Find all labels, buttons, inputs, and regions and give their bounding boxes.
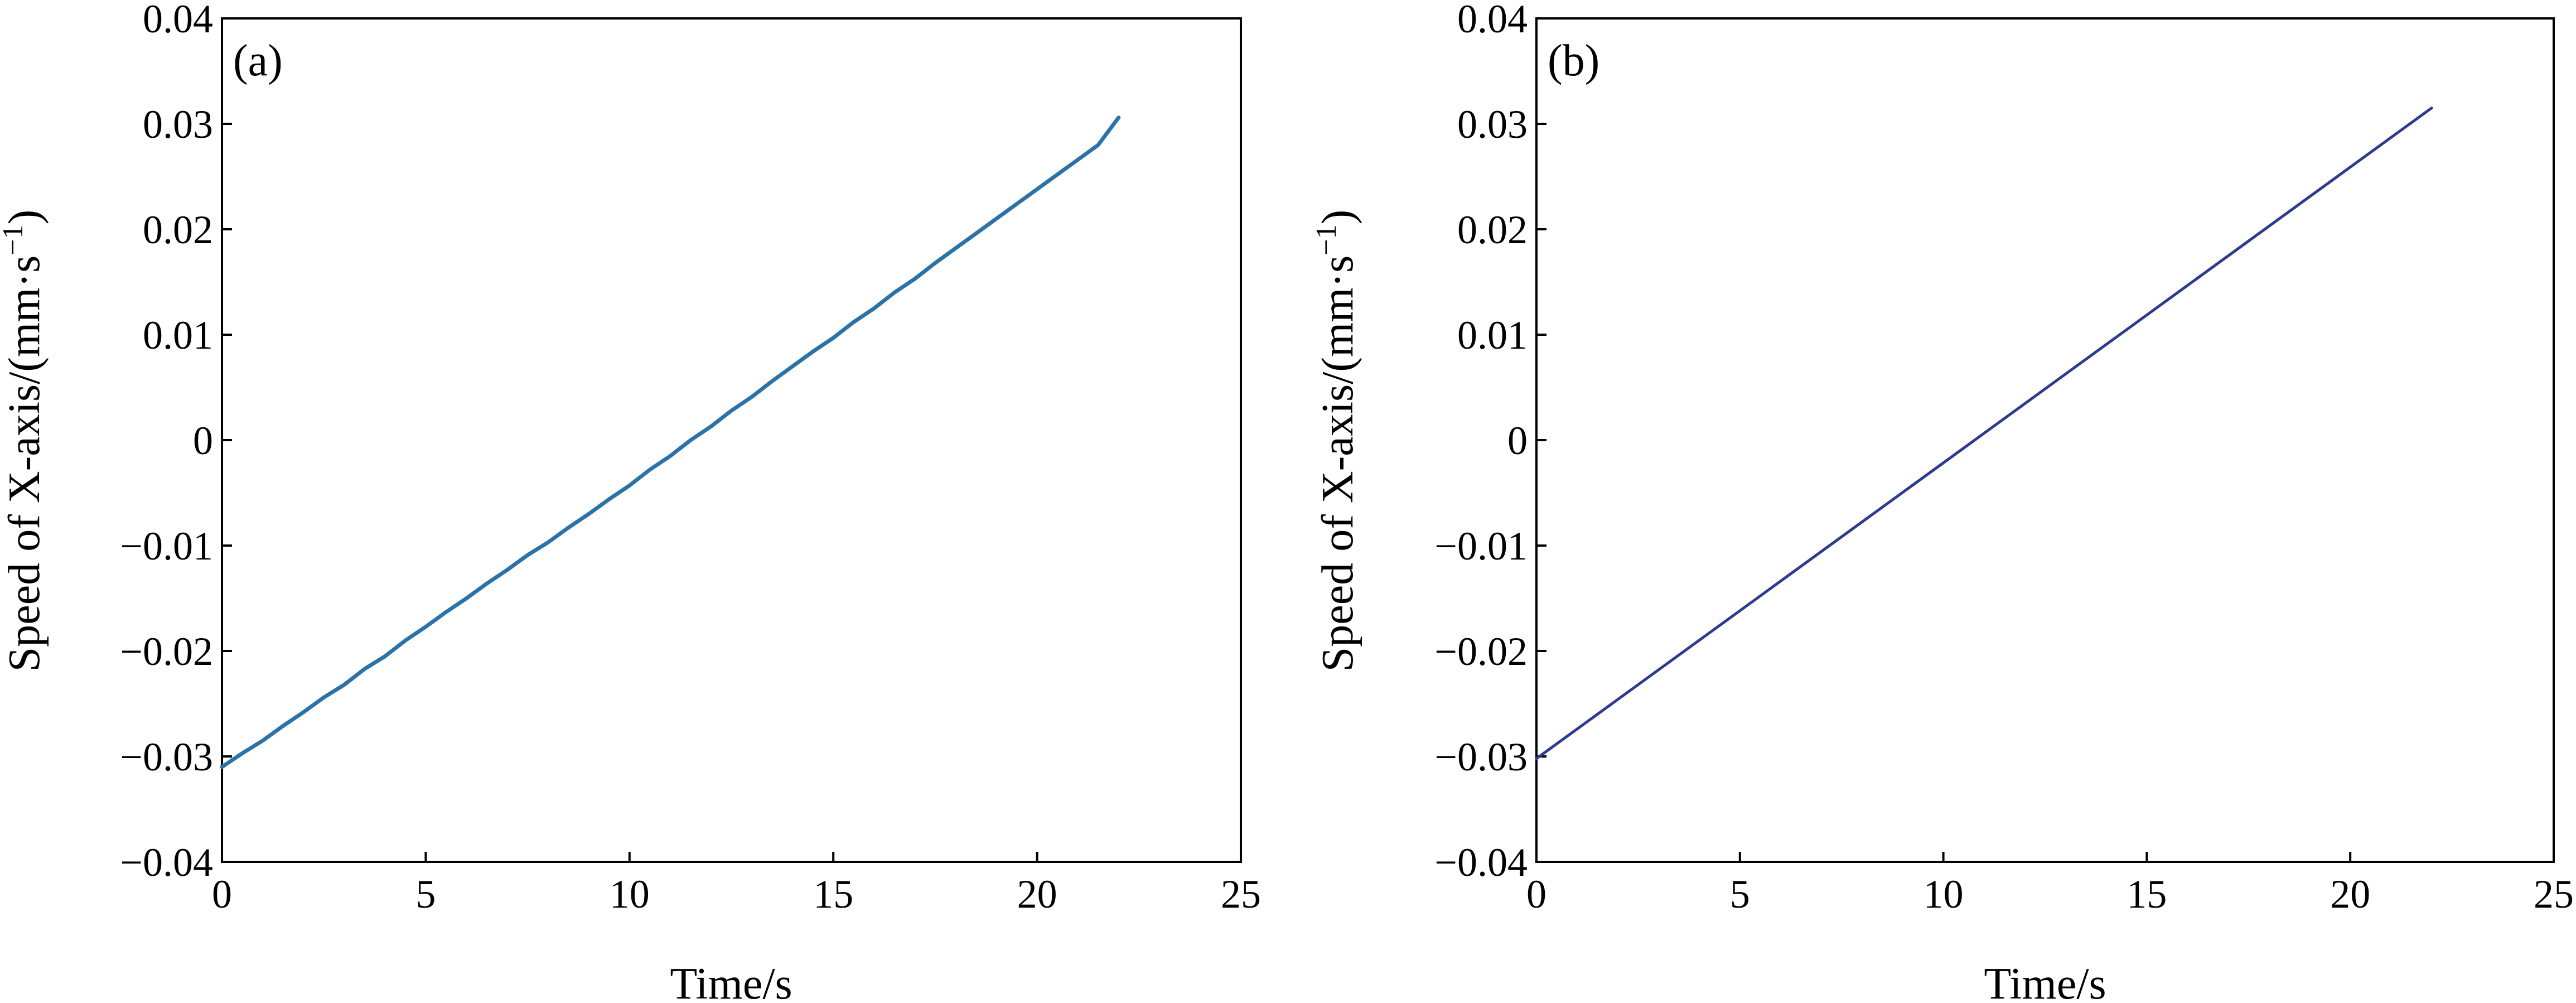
- series-line-a-0: [220, 115, 1121, 769]
- y-tick-label-a-8: 0.04: [143, 0, 213, 41]
- y-axis-title-a: Speed of X-axis/(mm·s−1): [0, 210, 49, 672]
- y-axis-title-b-sup: −1: [1311, 224, 1342, 255]
- x-axis-title-b: Time/s: [1984, 959, 2106, 1003]
- plot-frame-b: [1535, 17, 2555, 863]
- x-tick-label-b-4: 20: [2330, 872, 2370, 917]
- y-tick-label-a-4: 0: [193, 418, 213, 463]
- series-group-a: [220, 115, 1121, 769]
- x-tick-label-a-5: 25: [1221, 872, 1261, 917]
- y-tick-label-a-3: −0.01: [120, 524, 213, 568]
- x-tick-label-b-0: 0: [1526, 872, 1546, 917]
- y-tick-label-b-5: 0.01: [1457, 313, 1528, 358]
- x-tick-label-b-1: 5: [1730, 872, 1750, 917]
- chart-panel-a: 0 5 10 15 20 25 −0.04 −0.03 −0.02 −0.01 0 0.01 0.02…: [0, 0, 1261, 1003]
- y-tick-label-a-5: 0.01: [143, 313, 213, 358]
- x-axis-b: 0 5 10 15 20 25: [1526, 852, 2574, 917]
- y-tick-label-a-1: −0.03: [120, 735, 213, 779]
- y-axis-title-b-close: ): [1313, 210, 1362, 225]
- x-tick-label-b-2: 10: [1923, 872, 1964, 917]
- x-axis-title-a: Time/s: [670, 959, 792, 1003]
- panel-label-a: (a): [233, 36, 283, 85]
- y-axis-title-b-main: Speed of X-axis/(mm·s: [1313, 255, 1362, 672]
- series-group-b: [1535, 107, 2433, 760]
- chart-panel-b: 0 5 10 15 20 25 −0.04 −0.03 −0.02 −0.01 0 0.01 0.02…: [1311, 0, 2574, 1003]
- y-tick-label-a-7: 0.03: [143, 102, 213, 147]
- y-axis-title-b: Speed of X-axis/(mm·s−1): [1311, 210, 1362, 672]
- y-tick-label-a-0: −0.04: [120, 840, 213, 885]
- y-tick-label-b-2: −0.02: [1434, 629, 1528, 674]
- y-axis-b: −0.04 −0.03 −0.02 −0.01 0 0.01 0.02 0.03 0.04: [1434, 0, 1546, 885]
- y-axis-title-a-main: Speed of X-axis/(mm·s: [0, 255, 49, 672]
- y-tick-label-a-2: −0.02: [120, 629, 213, 674]
- y-tick-label-a-6: 0.02: [143, 208, 213, 252]
- x-tick-label-a-1: 5: [415, 872, 436, 917]
- y-tick-label-b-4: 0: [1507, 418, 1528, 463]
- x-tick-label-a-4: 20: [1017, 872, 1057, 917]
- x-tick-label-a-2: 10: [610, 872, 650, 917]
- x-tick-label-a-0: 0: [212, 872, 232, 917]
- x-tick-label-a-3: 15: [813, 872, 853, 917]
- y-axis-a: −0.04 −0.03 −0.02 −0.01 0 0.01 0.02 0.03 0.04: [120, 0, 232, 885]
- y-axis-title-a-close: ): [0, 210, 49, 225]
- y-tick-label-b-6: 0.02: [1457, 208, 1528, 252]
- series-line-b-0: [1535, 107, 2433, 760]
- x-axis-a: 0 5 10 15 20 25: [212, 852, 1261, 917]
- panel-label-b: (b): [1548, 36, 1599, 85]
- x-tick-label-b-5: 25: [2534, 872, 2574, 917]
- plot-frame-a: [221, 17, 1242, 863]
- y-tick-label-b-3: −0.01: [1434, 524, 1528, 568]
- y-tick-label-b-7: 0.03: [1457, 102, 1528, 147]
- y-axis-title-a-sup: −1: [0, 224, 29, 255]
- y-tick-label-b-1: −0.03: [1434, 735, 1528, 779]
- x-tick-label-b-3: 15: [2126, 872, 2167, 917]
- y-tick-label-b-8: 0.04: [1457, 0, 1528, 41]
- y-tick-label-b-0: −0.04: [1434, 840, 1528, 885]
